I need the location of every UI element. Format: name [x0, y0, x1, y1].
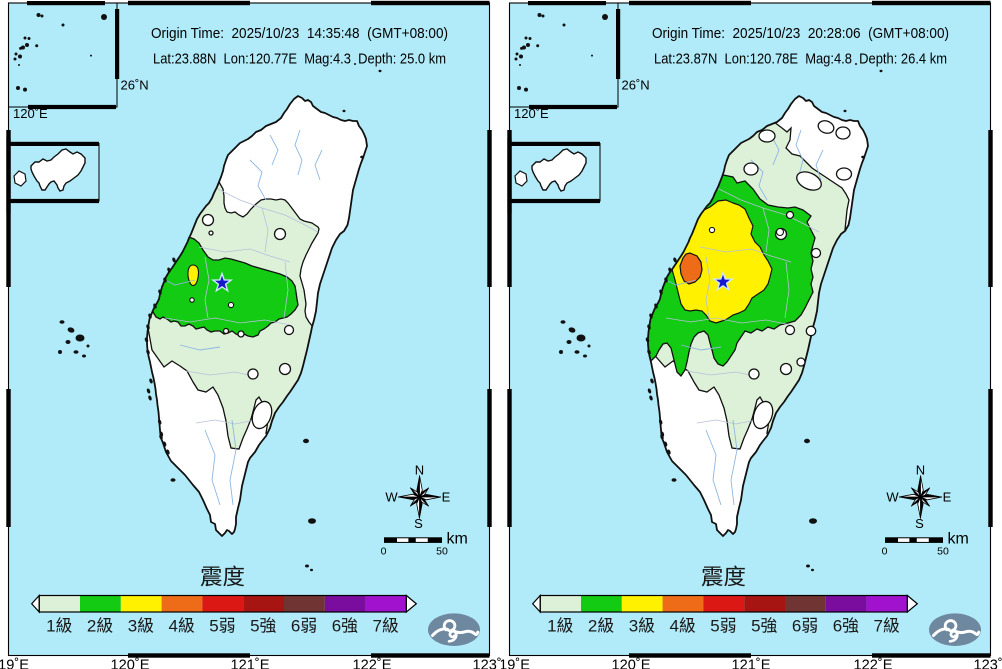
svg-text:119˚E: 119˚E: [0, 658, 29, 669]
svg-text:3: 3: [128, 617, 137, 636]
svg-text:6: 6: [291, 617, 300, 636]
svg-text:W: W: [886, 490, 899, 505]
svg-text:5: 5: [250, 617, 259, 636]
svg-text:0: 0: [381, 546, 387, 558]
svg-text:120˚E: 120˚E: [514, 106, 549, 121]
svg-text:E: E: [943, 490, 952, 505]
svg-text:km: km: [948, 531, 969, 548]
svg-text:Lat:23.88N Lon:120.77E Mag:4: Lat:23.88N Lon:120.77E Mag:4.3 Depth: 25…: [153, 52, 446, 68]
svg-text:5: 5: [209, 617, 218, 636]
svg-text:26˚N: 26˚N: [622, 78, 650, 93]
svg-text:S: S: [915, 516, 924, 531]
svg-text:7: 7: [373, 617, 382, 636]
svg-text:N: N: [415, 463, 424, 478]
svg-text:4: 4: [670, 617, 679, 636]
svg-text:120˚E: 120˚E: [111, 658, 150, 669]
svg-text:123˚E: 123˚E: [473, 658, 512, 669]
svg-text:E: E: [442, 490, 451, 505]
svg-text:0: 0: [882, 546, 888, 558]
svg-text:26˚N: 26˚N: [121, 78, 149, 93]
svg-text:N: N: [916, 463, 925, 478]
svg-text:Lat:23.87N Lon:120.78E Mag:4: Lat:23.87N Lon:120.78E Mag:4.8 Depth: 26…: [654, 52, 947, 68]
svg-text:50: 50: [436, 546, 448, 558]
svg-text:6: 6: [833, 617, 842, 636]
svg-text:W: W: [385, 490, 398, 505]
svg-text:6: 6: [792, 617, 801, 636]
svg-text:50: 50: [937, 546, 949, 558]
svg-text:5: 5: [751, 617, 760, 636]
svg-text:1: 1: [46, 617, 55, 636]
svg-text:121˚E: 121˚E: [231, 658, 270, 669]
svg-text:120˚E: 120˚E: [13, 106, 48, 121]
svg-text:2: 2: [87, 617, 96, 636]
svg-text:Origin Time: 2025/10/23 20:2: Origin Time: 2025/10/23 20:28:06 (GMT+08…: [652, 26, 949, 42]
svg-text:3: 3: [629, 617, 638, 636]
svg-text:122˚E: 122˚E: [353, 658, 392, 669]
svg-text:S: S: [414, 516, 423, 531]
svg-text:2: 2: [588, 617, 597, 636]
svg-text:6: 6: [332, 617, 341, 636]
svg-text:121˚E: 121˚E: [732, 658, 771, 669]
svg-text:5: 5: [710, 617, 719, 636]
svg-text:Origin Time: 2025/10/23 14:3: Origin Time: 2025/10/23 14:35:48 (GMT+08…: [151, 26, 448, 42]
svg-text:km: km: [447, 531, 468, 548]
svg-text:120˚E: 120˚E: [612, 658, 651, 669]
svg-text:7: 7: [874, 617, 883, 636]
svg-text:1: 1: [547, 617, 556, 636]
svg-text:122˚E: 122˚E: [854, 658, 893, 669]
svg-text:4: 4: [169, 617, 178, 636]
svg-text:123˚E: 123˚E: [974, 658, 1002, 669]
svg-text:119˚E: 119˚E: [492, 658, 530, 669]
